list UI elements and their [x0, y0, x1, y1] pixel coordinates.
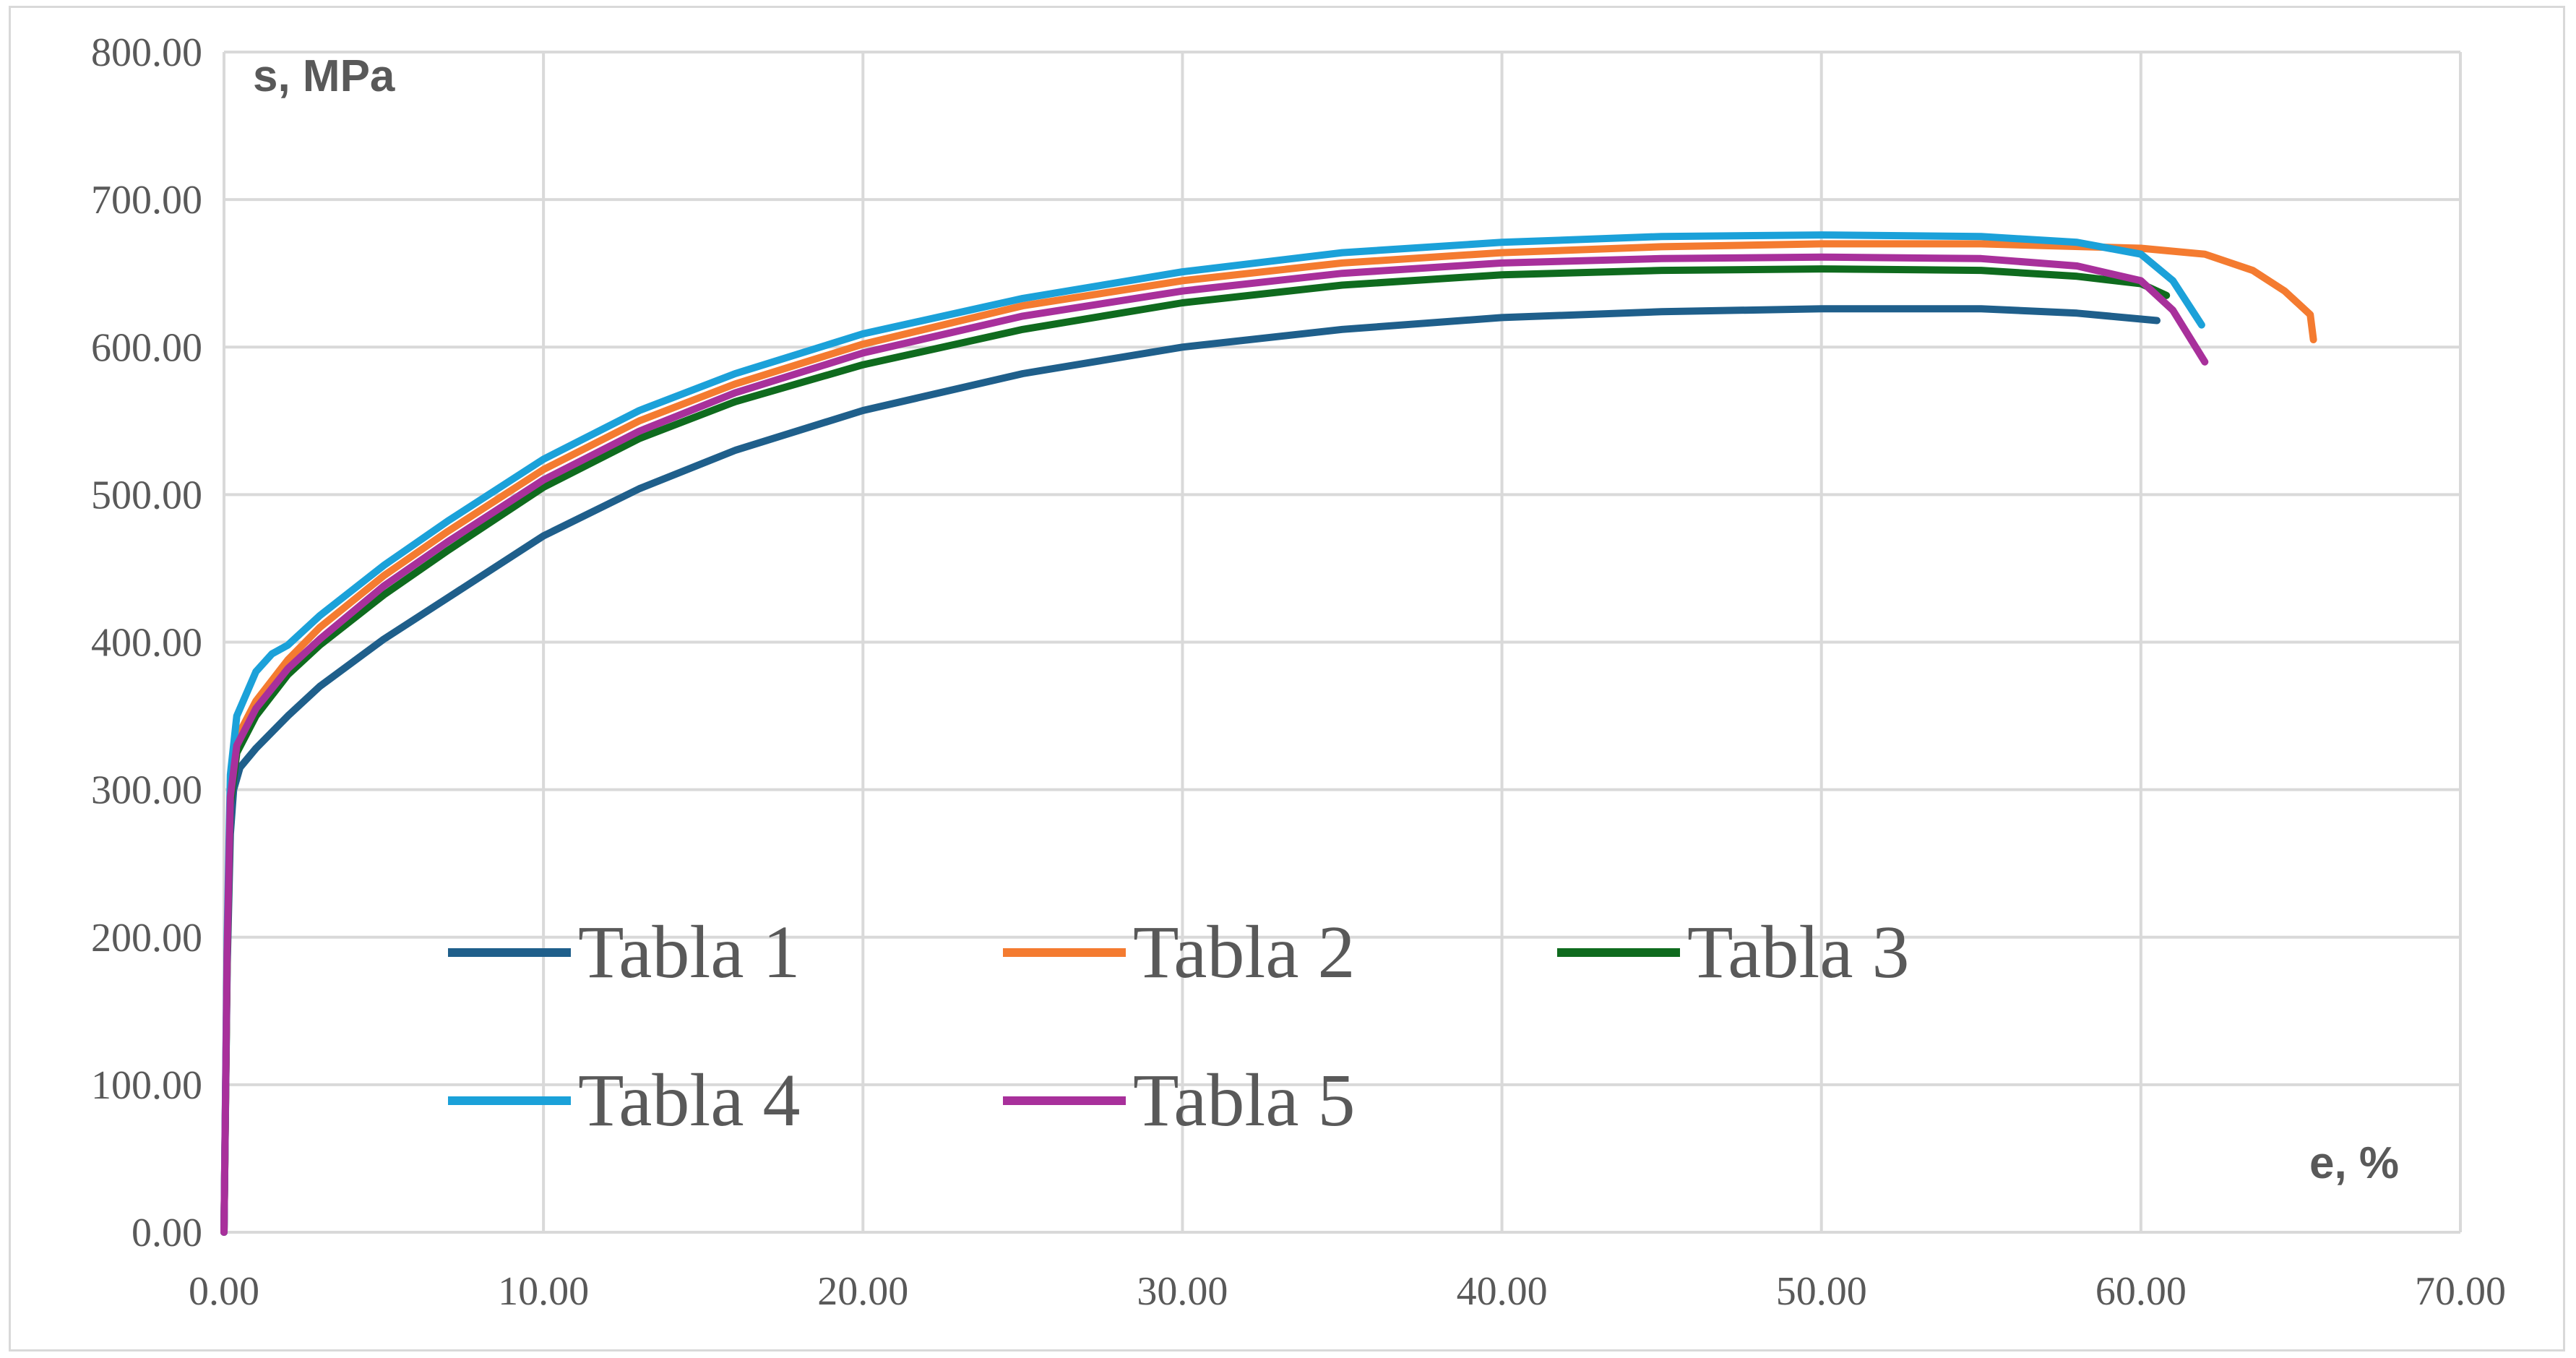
y-tick-label: 700.00	[91, 178, 202, 223]
y-tick-label: 0.00	[132, 1211, 202, 1255]
series-line-tabla-4	[220, 231, 2205, 1236]
tick-labels: 0.00 100.00 200.00 300.00 400.00 500.00 600.00…	[91, 30, 2506, 1314]
x-tick-label: 10.00	[498, 1269, 589, 1314]
y-tick-label: 600.00	[91, 325, 202, 370]
series-line-tabla-2	[220, 240, 2317, 1236]
y-tick-label: 800.00	[91, 30, 202, 75]
gridlines	[223, 51, 2462, 1234]
legend-label-tabla-2: Tabla 2	[1133, 911, 1355, 994]
x-axis-label: e, %	[2309, 1138, 2399, 1188]
legend-label-tabla-5: Tabla 5	[1133, 1059, 1355, 1142]
x-tick-label: 0.00	[189, 1269, 259, 1314]
x-tick-label: 50.00	[1776, 1269, 1867, 1314]
y-tick-label: 200.00	[91, 916, 202, 961]
y-tick-label: 300.00	[91, 768, 202, 813]
series-lines	[220, 231, 2317, 1236]
legend-label-tabla-1: Tabla 1	[578, 911, 800, 994]
series-line-tabla-5	[220, 253, 2209, 1236]
y-axis-label: s, MPa	[253, 51, 395, 101]
y-tick-label: 500.00	[91, 473, 202, 517]
legend-label-tabla-4: Tabla 4	[578, 1059, 800, 1142]
x-tick-label: 40.00	[1457, 1269, 1548, 1314]
series-line-tabla-1	[220, 305, 2161, 1236]
legend: Tabla 1 Tabla 2 Tabla 3 Tabla 4 Tabla 5	[448, 911, 1909, 1142]
x-tick-label: 30.00	[1137, 1269, 1228, 1314]
legend-label-tabla-3: Tabla 3	[1687, 911, 1909, 994]
y-tick-label: 100.00	[91, 1063, 202, 1108]
y-tick-label: 400.00	[91, 621, 202, 666]
chart-frame	[9, 6, 2565, 1351]
x-tick-label: 70.00	[2415, 1269, 2506, 1314]
x-tick-label: 60.00	[2095, 1269, 2187, 1314]
x-tick-label: 20.00	[817, 1269, 908, 1314]
